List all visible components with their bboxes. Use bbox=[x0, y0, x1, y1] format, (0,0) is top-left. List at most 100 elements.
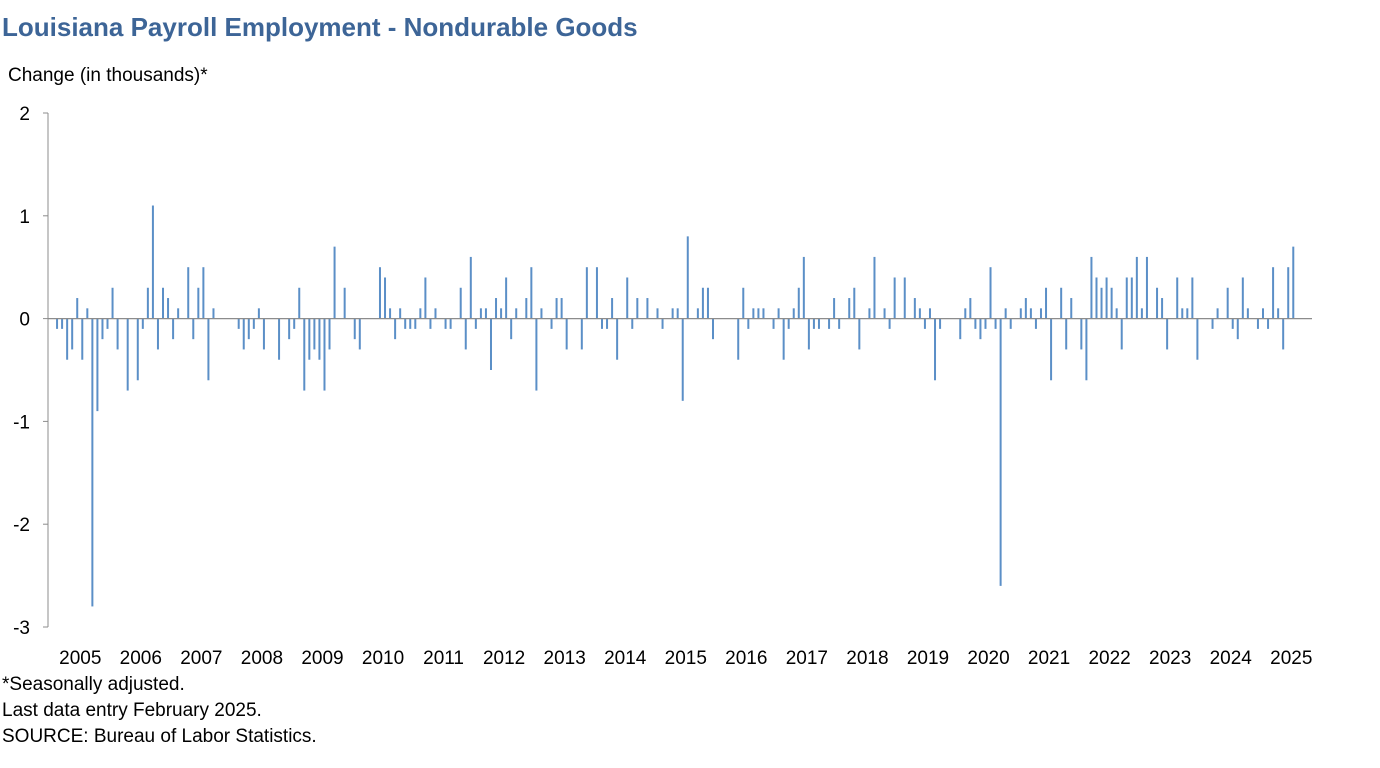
bar bbox=[883, 308, 886, 319]
bar bbox=[303, 318, 306, 391]
bar bbox=[1196, 318, 1199, 360]
bar bbox=[489, 318, 492, 370]
bar bbox=[752, 308, 755, 319]
bar bbox=[974, 318, 977, 329]
bar bbox=[212, 308, 215, 319]
bar bbox=[742, 287, 745, 319]
bar bbox=[111, 287, 114, 319]
bar bbox=[343, 287, 346, 319]
bar bbox=[358, 318, 361, 350]
bar bbox=[1161, 298, 1164, 319]
x-tick-label: 2005 bbox=[59, 648, 101, 669]
bar bbox=[419, 308, 422, 319]
bar bbox=[252, 318, 255, 329]
bar bbox=[76, 298, 79, 319]
bar bbox=[969, 298, 972, 319]
bar bbox=[141, 318, 144, 329]
bar bbox=[1029, 308, 1032, 319]
bar bbox=[162, 287, 165, 319]
bar bbox=[928, 308, 931, 319]
bar bbox=[1277, 308, 1280, 319]
bar bbox=[807, 318, 810, 350]
bar bbox=[681, 318, 684, 401]
bar bbox=[96, 318, 99, 412]
bar bbox=[247, 318, 250, 340]
bar bbox=[1166, 318, 1169, 350]
bar bbox=[802, 256, 805, 319]
x-tick-label: 2011 bbox=[423, 648, 464, 669]
bar bbox=[1004, 308, 1007, 319]
bar bbox=[495, 298, 498, 319]
x-tick-label: 2021 bbox=[1028, 648, 1070, 669]
bar bbox=[469, 256, 472, 319]
x-tick-label: 2023 bbox=[1149, 648, 1191, 669]
x-tick-label: 2022 bbox=[1088, 648, 1130, 669]
bar bbox=[1282, 318, 1285, 350]
bar bbox=[177, 308, 180, 319]
bar bbox=[1085, 318, 1088, 381]
bar bbox=[747, 318, 750, 329]
bar bbox=[1226, 287, 1229, 319]
bar bbox=[136, 318, 139, 381]
bar bbox=[530, 267, 533, 319]
bar bbox=[1080, 318, 1083, 350]
bar bbox=[308, 318, 311, 360]
bar bbox=[1125, 277, 1128, 319]
bar bbox=[828, 318, 831, 329]
bar bbox=[580, 318, 583, 350]
bar bbox=[903, 277, 906, 319]
bar bbox=[676, 308, 679, 319]
x-tick-label: 2012 bbox=[483, 648, 525, 669]
bar bbox=[1105, 277, 1108, 319]
bar bbox=[737, 318, 740, 360]
bar-series bbox=[56, 205, 1295, 607]
bar bbox=[1181, 308, 1184, 319]
bar bbox=[333, 246, 336, 319]
bar bbox=[1256, 318, 1259, 329]
bar bbox=[167, 298, 170, 319]
x-tick-labels: 2005 2006 2007 2008 2009 2010 2011 2012 2013 2014… bbox=[59, 648, 1312, 669]
x-tick-label: 2019 bbox=[907, 648, 949, 669]
bar bbox=[479, 308, 482, 319]
bar bbox=[616, 318, 619, 360]
bar bbox=[646, 298, 649, 319]
x-tick-label: 2017 bbox=[786, 648, 828, 669]
bar bbox=[848, 298, 851, 319]
bar bbox=[1115, 308, 1118, 319]
bar bbox=[257, 308, 260, 319]
bar bbox=[787, 318, 790, 329]
bar bbox=[1065, 318, 1068, 350]
bar bbox=[1135, 256, 1138, 319]
y-tick-label: 2 bbox=[19, 104, 30, 125]
bar bbox=[1110, 287, 1113, 319]
bar bbox=[1009, 318, 1012, 329]
bar bbox=[500, 308, 503, 319]
bar bbox=[964, 308, 967, 319]
x-tick-label: 2007 bbox=[180, 648, 222, 669]
x-tick-label: 2008 bbox=[241, 648, 283, 669]
bar bbox=[772, 318, 775, 329]
bar bbox=[1050, 318, 1053, 381]
bar bbox=[873, 256, 876, 319]
x-tick-label: 2018 bbox=[846, 648, 888, 669]
bar bbox=[853, 287, 856, 319]
bar bbox=[328, 318, 331, 350]
chart-notes: *Seasonally adjusted. Last data entry Fe… bbox=[2, 672, 317, 750]
bar bbox=[116, 318, 119, 350]
bar bbox=[56, 318, 59, 329]
bar bbox=[939, 318, 942, 329]
bar bbox=[71, 318, 74, 350]
bar bbox=[535, 318, 538, 391]
bar bbox=[414, 318, 417, 329]
bar bbox=[1156, 287, 1159, 319]
bar bbox=[278, 318, 281, 360]
bar bbox=[323, 318, 326, 391]
bar bbox=[242, 318, 245, 350]
bar bbox=[1024, 298, 1027, 319]
bar bbox=[701, 287, 704, 319]
x-tick-label: 2006 bbox=[120, 648, 162, 669]
bar bbox=[1231, 318, 1234, 329]
bar bbox=[999, 318, 1002, 586]
bar bbox=[550, 318, 553, 329]
